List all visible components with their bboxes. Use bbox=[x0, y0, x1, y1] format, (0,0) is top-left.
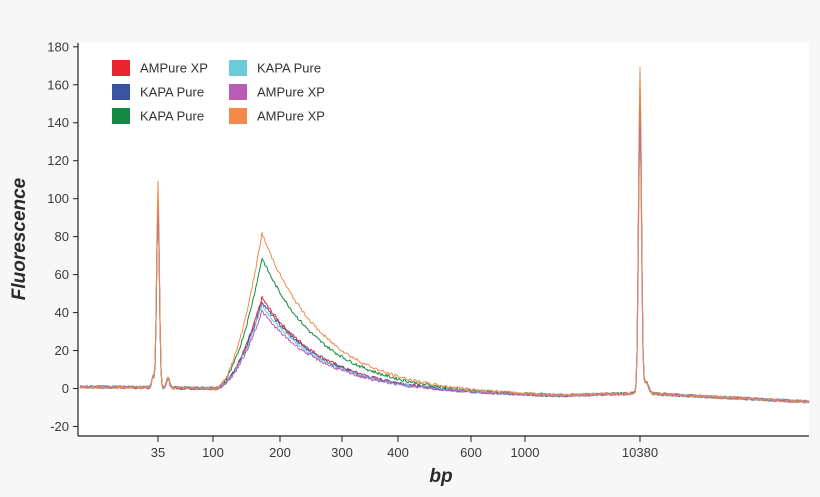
x-axis-title: bp bbox=[429, 466, 452, 487]
x-tick-label: 300 bbox=[331, 445, 353, 460]
x-tick-label: 200 bbox=[269, 445, 291, 460]
y-tick-label: 120 bbox=[47, 153, 69, 168]
legend-label: AMPure XP bbox=[257, 109, 325, 124]
legend-label: KAPA Pure bbox=[257, 61, 321, 76]
x-tick-label: 600 bbox=[460, 445, 482, 460]
y-tick-label: 140 bbox=[47, 115, 69, 130]
legend-label: KAPA Pure bbox=[140, 109, 204, 124]
legend-swatch bbox=[112, 84, 130, 100]
x-axis-ticks: 35 100 200 300 400 600 1000 10380 bbox=[151, 436, 658, 460]
x-tick-label: 1000 bbox=[511, 445, 540, 460]
y-axis-ticks: -20 0 20 40 60 80 100 120 140 160 180 bbox=[47, 39, 78, 434]
series-lines bbox=[79, 66, 810, 404]
legend-label: KAPA Pure bbox=[140, 85, 204, 100]
y-tick-label: 60 bbox=[55, 267, 69, 282]
legend-swatch bbox=[229, 60, 247, 76]
y-axis-title: Fluorescence bbox=[9, 177, 30, 300]
y-tick-label: 0 bbox=[62, 381, 69, 396]
y-tick-label: 20 bbox=[55, 343, 69, 358]
legend-swatch bbox=[112, 108, 130, 124]
x-tick-label: 100 bbox=[202, 445, 224, 460]
legend-swatch bbox=[229, 84, 247, 100]
legend-label: AMPure XP bbox=[140, 61, 208, 76]
y-tick-label: 40 bbox=[55, 305, 69, 320]
legend-swatch bbox=[112, 60, 130, 76]
legend: AMPure XP KAPA Pure KAPA Pure KAPA Pure AMPu… bbox=[112, 60, 325, 124]
series-line bbox=[79, 66, 810, 404]
x-tick-label: 400 bbox=[387, 445, 409, 460]
legend-label: AMPure XP bbox=[257, 85, 325, 100]
y-tick-label: 160 bbox=[47, 77, 69, 92]
y-tick-label: -20 bbox=[50, 419, 69, 434]
y-tick-label: 180 bbox=[47, 39, 69, 54]
legend-swatch bbox=[229, 108, 247, 124]
y-tick-label: 80 bbox=[55, 229, 69, 244]
plot-area bbox=[78, 43, 809, 436]
x-tick-label: 10380 bbox=[622, 445, 658, 460]
x-tick-label: 35 bbox=[151, 445, 165, 460]
y-tick-label: 100 bbox=[47, 191, 69, 206]
